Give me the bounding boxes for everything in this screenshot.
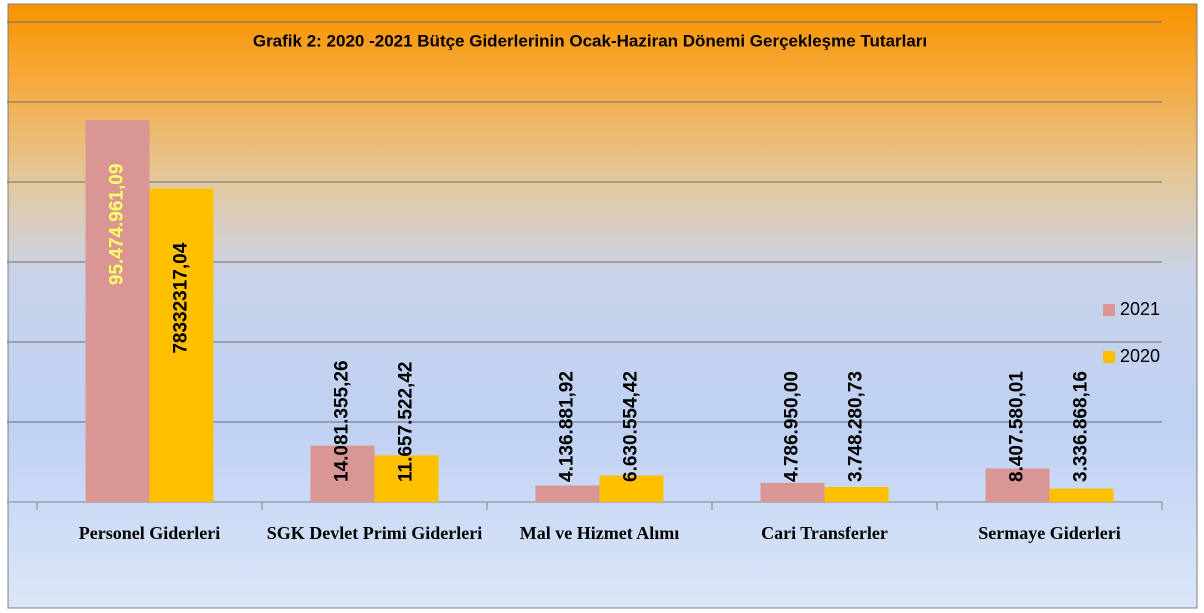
bar xyxy=(985,468,1050,502)
bar xyxy=(760,482,825,502)
value-label: 3.336.868,16 xyxy=(1071,371,1092,482)
bar xyxy=(149,188,214,503)
legend-swatch xyxy=(1103,304,1115,316)
bar xyxy=(310,445,375,502)
value-label: 4.786.950,00 xyxy=(782,371,803,482)
x-tick-label: SGK Devlet Primi Giderleri xyxy=(266,523,483,543)
bar xyxy=(535,485,600,502)
bar xyxy=(374,455,439,502)
value-label: 8.407.580,01 xyxy=(1007,371,1028,482)
legend-swatch xyxy=(1103,351,1115,363)
value-label: 14.081.355,26 xyxy=(332,360,353,482)
bar xyxy=(85,120,150,502)
x-tick-label: Sermaye Giderleri xyxy=(978,523,1121,543)
value-label: 3.748.280,73 xyxy=(846,371,867,482)
x-tick-label: Personel Giderleri xyxy=(78,523,221,543)
legend-label: 2021 xyxy=(1120,299,1160,319)
bar xyxy=(824,487,889,502)
x-tick-label: Mal ve Hizmet Alımı xyxy=(519,523,680,543)
legend-label: 2020 xyxy=(1120,346,1160,366)
bar xyxy=(599,475,664,502)
x-tick-label: Cari Transferler xyxy=(761,523,888,543)
chart-title: Grafik 2: 2020 -2021 Bütçe Giderlerinin … xyxy=(253,31,927,50)
bar xyxy=(1049,488,1114,502)
value-label: 78332317,04 xyxy=(171,242,192,353)
value-label: 6.630.554,42 xyxy=(621,371,642,482)
value-label: 11.657.522,42 xyxy=(396,362,417,482)
value-label: 4.136.881,92 xyxy=(557,371,578,482)
value-label: 95.474.961,09 xyxy=(107,164,128,286)
